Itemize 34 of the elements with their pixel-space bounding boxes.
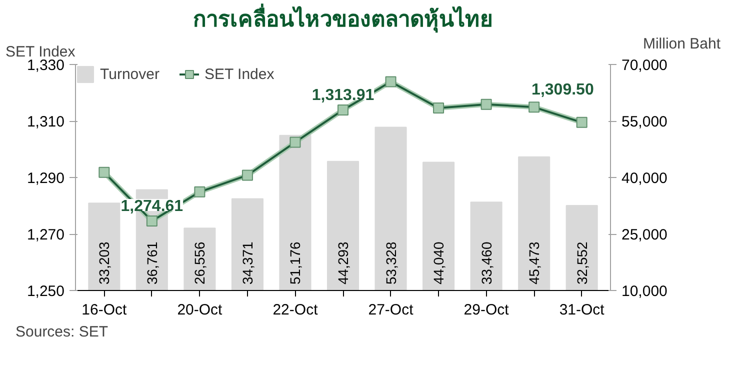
data-label: 51,176: [287, 241, 304, 284]
data-label: 33,203: [96, 241, 112, 284]
legend-label: SET Index: [204, 66, 274, 82]
data-label: 44,293: [335, 241, 351, 284]
y2-axis-title: Million Baht: [642, 36, 722, 52]
y2-tick-label: 55,000: [622, 114, 668, 130]
data-label: 1,313.91: [312, 86, 374, 104]
data-label: 45,473: [526, 241, 542, 284]
data-label: 1,309.50: [532, 81, 594, 98]
x-tick-label: 20-Oct: [177, 302, 224, 318]
data-label: 33,460: [478, 241, 494, 284]
y-tick-label: 1,250: [26, 283, 65, 300]
y2-tick-label: 25,000: [622, 226, 668, 244]
y-tick-label: 1,270: [26, 226, 65, 244]
x-tick-label: 16-Oct: [82, 302, 128, 318]
x-tick-label: 31-Oct: [559, 302, 606, 318]
data-label: 1,274.61: [120, 198, 184, 215]
x-tick-label: 29-Oct: [464, 302, 510, 318]
y-tick-label: 1,290: [26, 170, 65, 187]
data-label: 36,761: [144, 241, 160, 284]
legend-label: Turnover: [100, 66, 160, 82]
y-tick-label: 1,310: [26, 114, 65, 130]
data-label: 32,552: [574, 241, 590, 284]
source-note: Sources: SET: [16, 324, 108, 340]
data-label: 53,328: [382, 241, 399, 284]
x-tick-label: 22-Oct: [272, 302, 319, 318]
data-label: 26,556: [192, 241, 208, 284]
chart-title: การเคลื่อนไหวของตลาดหุ้นไทย: [193, 2, 493, 34]
data-label: 34,371: [239, 241, 256, 284]
y2-tick-label: 70,000: [622, 57, 668, 74]
data-label: 44,040: [430, 241, 447, 284]
y2-tick-label: 40,000: [622, 170, 668, 187]
x-tick-label: 27-Oct: [368, 302, 414, 318]
y2-tick-label: 10,000: [622, 283, 668, 300]
